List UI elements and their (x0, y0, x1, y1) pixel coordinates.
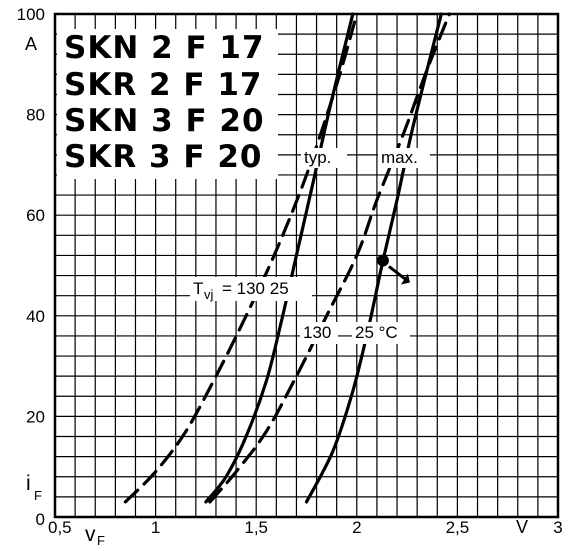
model-label: SKR 3 F 20 (64, 139, 262, 175)
marker-pointer (388, 265, 408, 282)
y-tick-label: 80 (26, 106, 45, 125)
x-tick-label: 2 (352, 518, 361, 537)
tvj-values: = 130 25 (222, 279, 289, 298)
plot-border (53, 12, 560, 519)
curve-typ-25c (204, 12, 355, 504)
y-tick-label: 0 (36, 510, 45, 529)
y-symbol-bg (14, 474, 48, 504)
typ-label: typ. (304, 148, 331, 167)
marker-arrowhead (400, 273, 410, 285)
tvj-subscript: vj (204, 287, 214, 302)
plot-frame (53, 12, 560, 519)
model-label: SKR 2 F 17 (64, 67, 262, 103)
x-tick-labels: 0,5 1 1,5 2 2,5 3 (48, 518, 563, 537)
temp-130-bg (300, 322, 338, 344)
marker-layer (376, 254, 410, 285)
y-unit-bg (18, 33, 44, 55)
model-label: SKN 2 F 17 (64, 30, 265, 66)
temp-130-label: 130 (303, 323, 331, 342)
typ-label-bg (301, 148, 347, 168)
x-tick-label: 2,5 (446, 518, 470, 537)
y-tick-label: 40 (26, 307, 45, 326)
max-label-bg (378, 148, 430, 168)
model-label-panel (57, 29, 278, 179)
x-axis-symbol-subscript: F (97, 533, 105, 546)
x-axis-symbol: v (85, 523, 96, 546)
model-label: SKN 3 F 20 (64, 103, 265, 139)
y-tick-labels: 0 20 40 60 80 100 (17, 5, 45, 529)
curve-max-25c (304, 12, 443, 504)
y-tick-label: 100 (17, 5, 45, 24)
x-tick-label: 0,5 (48, 518, 72, 537)
curve-max-130c (208, 12, 451, 504)
y-axis-symbol: i (26, 472, 31, 495)
y-axis-symbol-subscript: F (34, 488, 42, 503)
y-axis-unit: A (25, 34, 37, 54)
marker-dot (376, 254, 389, 267)
y-tick-label: 20 (26, 407, 45, 426)
tvj-symbol: T (193, 279, 203, 298)
temp-25-label: 25 °C (355, 323, 398, 342)
x-tick-label: 1,5 (244, 518, 268, 537)
temp-25-bg (352, 322, 410, 344)
y-tick-label: 60 (26, 206, 45, 225)
x-tick-label: 1 (151, 518, 160, 537)
tvj-label-bg (190, 277, 312, 301)
max-label: max. (381, 148, 418, 167)
x-axis-unit: V (516, 517, 528, 537)
x-tick-label: 3 (553, 518, 562, 537)
